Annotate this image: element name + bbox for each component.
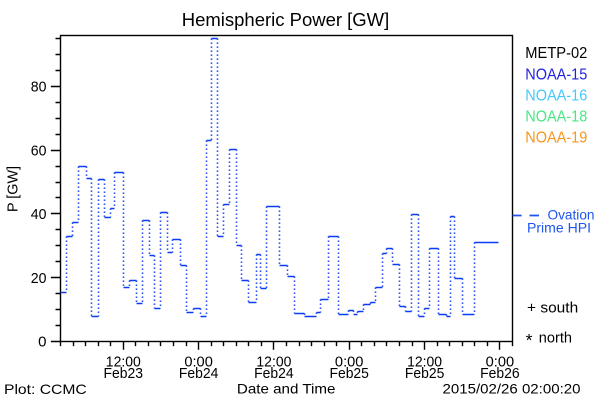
- svg-text:NOAA-15: NOAA-15: [525, 66, 587, 83]
- svg-text:NOAA-18: NOAA-18: [525, 109, 587, 126]
- svg-text:12:00: 12:00: [407, 354, 442, 370]
- svg-text:40: 40: [31, 206, 47, 223]
- svg-text:Hemispheric Power [GW]: Hemispheric Power [GW]: [182, 9, 390, 30]
- svg-text:Plot: CCMC: Plot: CCMC: [4, 381, 87, 397]
- svg-text:METP-02: METP-02: [525, 45, 587, 62]
- svg-text:Feb23: Feb23: [104, 366, 144, 382]
- svg-text:P [GW]: P [GW]: [6, 166, 22, 212]
- svg-text:12:00: 12:00: [256, 354, 291, 370]
- svg-text:NOAA-19: NOAA-19: [525, 130, 587, 147]
- svg-text:0:00: 0:00: [335, 354, 364, 370]
- svg-text:12:00: 12:00: [106, 354, 141, 370]
- svg-text:Date and Time: Date and Time: [237, 381, 336, 397]
- svg-text:NOAA-16: NOAA-16: [525, 87, 587, 104]
- svg-text:*: *: [526, 330, 533, 350]
- svg-text:Prime HPI: Prime HPI: [527, 220, 591, 236]
- svg-text:Feb24: Feb24: [254, 366, 294, 382]
- svg-text:0: 0: [38, 334, 46, 351]
- svg-text:0:00: 0:00: [486, 354, 515, 370]
- svg-text:+ south: + south: [527, 299, 578, 316]
- svg-text:0:00: 0:00: [184, 354, 213, 370]
- svg-text:Feb24: Feb24: [179, 366, 219, 382]
- svg-text:20: 20: [31, 270, 47, 287]
- svg-text:Feb25: Feb25: [329, 366, 369, 382]
- svg-text:80: 80: [31, 79, 47, 96]
- svg-text:north: north: [539, 330, 572, 347]
- svg-text:2015/02/26 02:00:20: 2015/02/26 02:00:20: [443, 381, 581, 397]
- svg-text:Feb26: Feb26: [480, 366, 520, 382]
- svg-text:60: 60: [31, 142, 47, 159]
- svg-text:Feb25: Feb25: [405, 366, 445, 382]
- svg-text:Ovation: Ovation: [548, 207, 595, 223]
